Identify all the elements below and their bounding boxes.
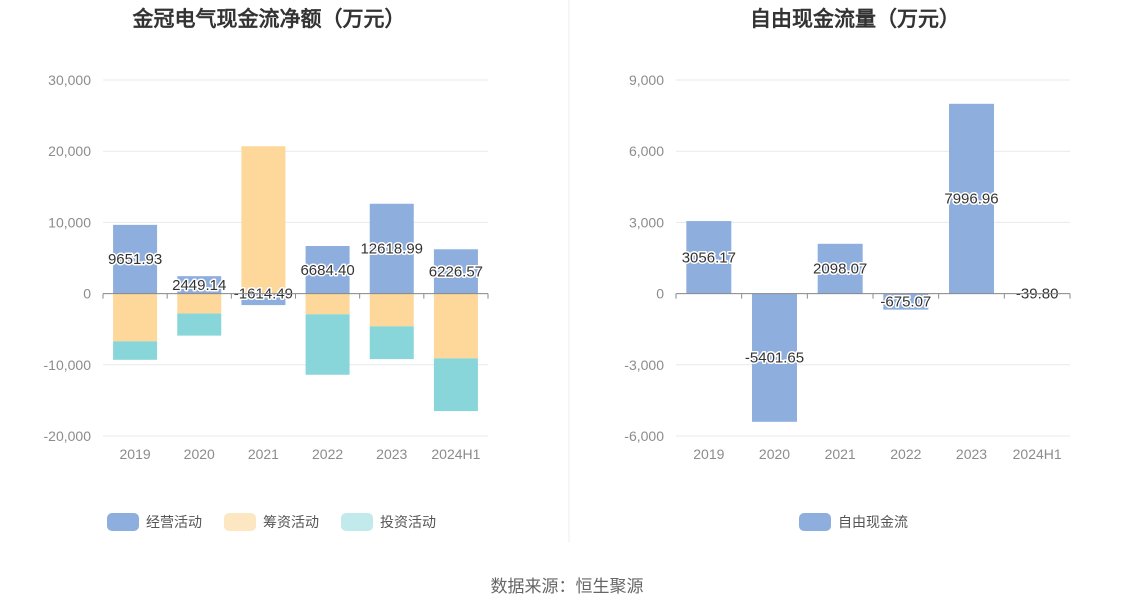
data-label: 12618.99	[360, 241, 423, 258]
x-tick-label: 2020	[184, 446, 215, 462]
bar-operating-2022[interactable]	[305, 246, 350, 294]
data-label: 2449.14	[172, 277, 226, 294]
x-tick-label: 2022	[312, 446, 343, 462]
bar-operating-2020[interactable]	[177, 276, 222, 294]
right-chart-title: 自由现金流量（万元）	[750, 7, 960, 31]
right-bars	[686, 103, 1060, 422]
y-tick-label: -20,000	[44, 428, 92, 444]
bar-investing-2024H1[interactable]	[433, 358, 478, 412]
bar-investing-2023[interactable]	[369, 326, 414, 360]
x-tick-label: 2022	[890, 446, 921, 462]
y-tick-label: -6,000	[624, 428, 664, 444]
x-tick-label: 2019	[120, 446, 151, 462]
y-tick-label: 6,000	[629, 143, 664, 159]
right-data-labels: 3056.17-5401.652098.07-675.077996.96-39.…	[680, 189, 1060, 368]
y-tick-label: -10,000	[44, 357, 92, 373]
bar-financing-2024H1[interactable]	[433, 293, 478, 359]
data-source-note: 数据来源：恒生聚源	[491, 577, 644, 596]
bar-financing-2021[interactable]	[241, 146, 286, 294]
x-tick-label: 2024H1	[1013, 446, 1062, 462]
x-tick-label: 2023	[956, 446, 987, 462]
data-label: 3056.17	[682, 249, 736, 266]
legend-label-operating[interactable]: 经营活动	[146, 514, 202, 530]
legend-swatch-investing[interactable]	[341, 513, 373, 531]
left-chart-title: 金冠电气现金流净额（万元）	[132, 7, 406, 31]
data-label: 6684.40	[300, 262, 354, 279]
right-axis-ticks: 9,000 6,000 3,000 0 -3,000 -6,000 2019 2020 2021…	[624, 72, 1071, 462]
y-tick-label: 20,000	[48, 143, 91, 159]
data-label: 7996.96	[944, 191, 998, 208]
bar-free-cf-2022[interactable]	[883, 293, 929, 310]
data-label: -5401.65	[745, 350, 804, 367]
bar-financing-2022[interactable]	[305, 293, 350, 315]
bar-financing-2019[interactable]	[113, 293, 158, 342]
bar-free-cf-2023[interactable]	[949, 103, 994, 294]
x-tick-label: 2021	[825, 446, 856, 462]
y-tick-label: -3,000	[624, 357, 664, 373]
left-axis-ticks: 30,000 20,000 10,000 0 -10,000 -20,000 2019 202…	[44, 72, 489, 462]
y-tick-label: 9,000	[629, 72, 664, 88]
x-tick-label: 2020	[759, 446, 790, 462]
x-tick-label: 2019	[693, 446, 724, 462]
bar-operating-2021[interactable]	[241, 293, 286, 306]
bar-operating-2023[interactable]	[369, 203, 414, 294]
bar-investing-2022[interactable]	[305, 314, 350, 375]
y-tick-label: 3,000	[629, 214, 664, 230]
data-label: 9651.93	[108, 251, 162, 268]
bar-investing-2019[interactable]	[113, 341, 158, 360]
x-tick-label: 2021	[248, 446, 279, 462]
data-label: 2098.07	[813, 261, 867, 278]
left-bars	[113, 146, 478, 412]
legend-swatch-financing[interactable]	[224, 513, 256, 531]
bar-investing-2020[interactable]	[177, 313, 222, 336]
y-tick-label: 0	[83, 286, 91, 302]
legend-label-financing[interactable]: 筹资活动	[263, 514, 319, 530]
legend-swatch-operating[interactable]	[107, 513, 139, 531]
y-tick-label: 0	[656, 286, 664, 302]
legend-label-free-cf[interactable]: 自由现金流	[838, 514, 908, 530]
legend-swatch-free-cf[interactable]	[799, 513, 831, 531]
bar-financing-2023[interactable]	[369, 293, 414, 327]
data-label: -675.07	[880, 294, 931, 311]
y-tick-label: 30,000	[48, 72, 91, 88]
bar-operating-2019[interactable]	[113, 224, 158, 294]
x-tick-label: 2023	[376, 446, 407, 462]
bar-free-cf-2021[interactable]	[817, 243, 863, 294]
data-label: 6226.57	[429, 263, 483, 280]
y-tick-label: 10,000	[48, 214, 91, 230]
bar-financing-2020[interactable]	[177, 293, 222, 314]
bar-operating-2024H1[interactable]	[433, 249, 478, 294]
legend-label-investing[interactable]: 投资活动	[380, 514, 436, 530]
x-tick-label: 2024H1	[431, 446, 480, 462]
bar-free-cf-2019[interactable]	[686, 221, 732, 294]
bar-free-cf-2020[interactable]	[752, 293, 797, 422]
right-legend: 自由现金流	[799, 513, 908, 531]
left-legend: 经营活动 筹资活动 投资活动	[107, 513, 436, 531]
